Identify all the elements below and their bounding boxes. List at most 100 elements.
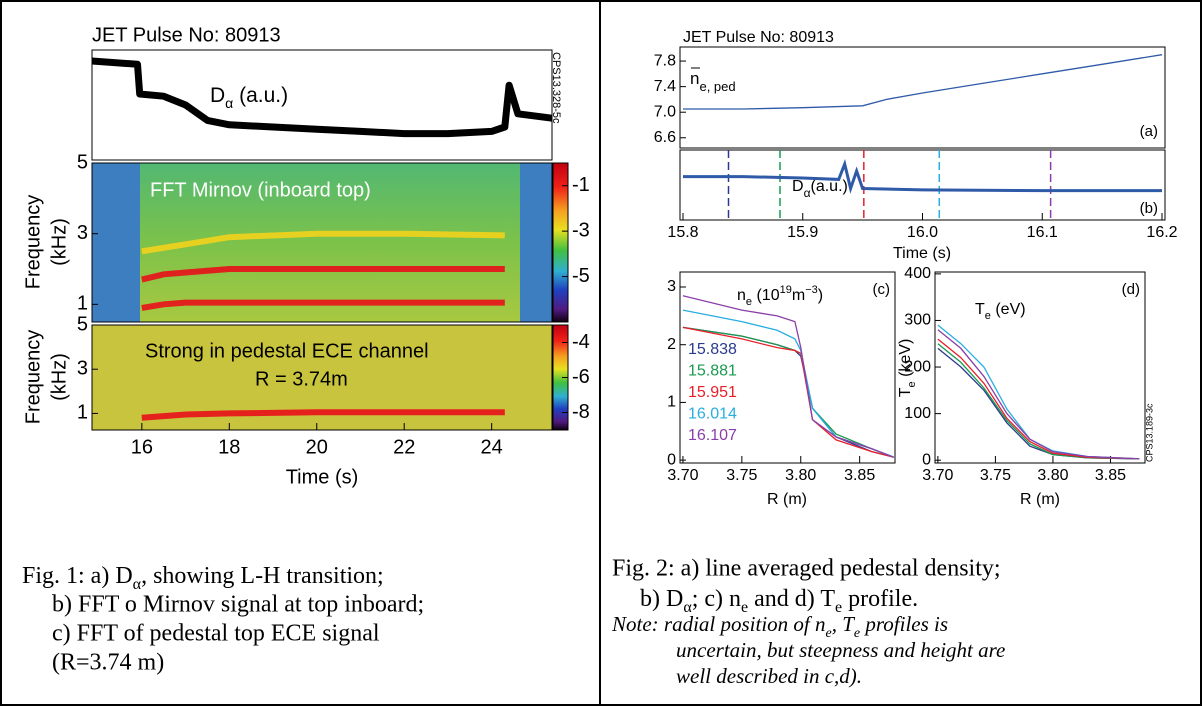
label-sub: e (985, 310, 991, 322)
y-tick-label: 400 (904, 265, 931, 282)
x-tick-label: 16.1 (1027, 224, 1058, 241)
y-tick-label: 6.6 (654, 129, 676, 146)
text: , showing L-H transition; (141, 563, 384, 589)
text: ; c) n (692, 586, 741, 612)
caption-line: Fig. 1: a) Dα, showing L-H transition; (22, 563, 384, 594)
panel-label: Dα(a.u.) (792, 178, 848, 200)
x-tick-label: 16.0 (907, 224, 938, 241)
sub: e (835, 599, 842, 616)
sub: e (826, 626, 832, 641)
text: and d) T (748, 586, 835, 612)
y-tick-label: 0 (922, 451, 931, 468)
panel-tag: (b) (1140, 200, 1158, 217)
text: Fig. 1: a) D (22, 563, 133, 589)
x-tick-label: 3.80 (1037, 467, 1068, 484)
caption-line: (R=3.74 m) (52, 650, 164, 676)
y-label: Frequency (22, 195, 44, 290)
colorbar-tick-label: -1 (572, 174, 590, 196)
x-tick-label: 3.80 (785, 467, 816, 484)
label-unit: m (792, 287, 805, 304)
x-tick-label: 3.85 (1095, 467, 1126, 484)
label-unit: (a.u.) (811, 178, 848, 195)
x-tick-label: 18 (218, 436, 240, 458)
code: CPS13.328-5c (550, 52, 562, 124)
colorbar-tick-label: -6 (572, 366, 590, 388)
legend-entry: 16.107 (688, 427, 737, 444)
y-tick-label: 100 (904, 405, 931, 422)
x-tick-label: 3.75 (726, 467, 757, 484)
x-label: Time (s) (286, 466, 359, 488)
fig1-caption: Fig. 1: a) Dα, showing L-H transition; b… (22, 563, 424, 676)
panel-title: Strong in pedestal ECE channel (145, 340, 429, 362)
x-tick-label: 15.9 (787, 224, 818, 241)
mode-line (141, 409, 505, 421)
sub: e (741, 599, 748, 616)
x-tick-label: 16 (131, 436, 153, 458)
series-line (683, 158, 1162, 194)
label-end: ) (818, 287, 823, 304)
panel-label: Dα (a.u.) (210, 84, 288, 111)
y-unit: (kHz) (48, 353, 70, 401)
panel-label: ne (1019m−3) (737, 284, 823, 308)
label-sub: α (225, 95, 233, 111)
caption-line: b) Dα; c) ne and d) Te profile. (640, 586, 918, 617)
legend-entry: 15.951 (688, 384, 737, 401)
x-tick-label: 24 (481, 436, 503, 458)
y-tick-label: 5 (77, 151, 88, 173)
text: profiles is (860, 612, 948, 636)
colorbar-tick-label: -8 (572, 401, 590, 423)
text: profile. (842, 586, 918, 612)
x-label: R (m) (767, 491, 807, 508)
x-tick-label: 20 (306, 436, 328, 458)
y-label: Frequency (22, 330, 44, 425)
legend-entry: 15.881 (688, 363, 737, 380)
panel-title: FFT Mirnov (inboard top) (150, 179, 371, 201)
note-line: Note: radial position of ne, Te profiles… (611, 612, 948, 641)
label-unit: (keV) (897, 339, 914, 382)
legend-entry: 16.014 (688, 406, 737, 423)
y-unit: (kHz) (48, 218, 70, 266)
sub: e (854, 626, 860, 641)
x-tick-label: 3.75 (980, 467, 1011, 484)
label: T (897, 387, 914, 397)
colorbar-tick-label: -3 (572, 219, 590, 241)
colorbar-tick-label: -4 (572, 331, 590, 353)
series-line (937, 324, 1140, 460)
y-tick-label: 1 (77, 293, 88, 315)
caption-line: c) FFT of pedestal top ECE signal (52, 621, 380, 647)
y-tick-label: 2 (667, 336, 676, 353)
y-tick-label: 0 (667, 451, 676, 468)
x-label: Time (s) (893, 245, 951, 262)
legend-entry: 15.838 (688, 341, 737, 358)
y-tick-label: 7.0 (654, 103, 676, 120)
header: JET Pulse No: 80913 (92, 24, 281, 46)
x-tick-label: 3.70 (922, 467, 953, 484)
label-sub: α (804, 186, 811, 200)
label-unit: (a.u.) (233, 84, 288, 107)
x-tick-label: 16.2 (1146, 224, 1177, 241)
label: T (975, 301, 985, 318)
note-line: uncertain, but steepness and height are (676, 638, 1005, 662)
x-tick-label: 3.70 (667, 467, 698, 484)
label: D (210, 84, 225, 107)
x-tick-label: 22 (393, 436, 415, 458)
trace (91, 57, 553, 138)
label-sub: e (746, 296, 752, 308)
caption-line: Fig. 2: a) line averaged pedestal densit… (612, 556, 1001, 582)
y-tick-label: 3 (77, 357, 88, 379)
y-tick-label: 300 (904, 312, 931, 329)
x-tick-label: 3.85 (844, 467, 875, 484)
label-unit: (10 (752, 287, 780, 304)
series-line (937, 343, 1140, 460)
label-unit: (eV) (991, 301, 1026, 318)
label-exp: −3 (805, 284, 818, 296)
mode-line (141, 299, 505, 311)
spectrogram-quiet (92, 163, 140, 322)
sub: α (683, 599, 692, 616)
panel-label: Te (eV) (975, 301, 1026, 322)
series-line (683, 54, 1163, 110)
series-line (937, 338, 1140, 460)
y-tick-label: 5 (77, 313, 88, 335)
code: CPS13.189-3c (1144, 403, 1154, 462)
